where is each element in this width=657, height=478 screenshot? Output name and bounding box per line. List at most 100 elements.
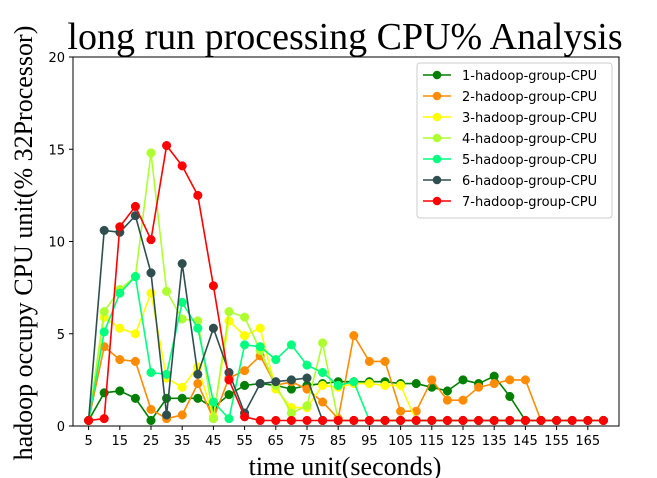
legend-label: 4-hadoop-group-CPU (462, 132, 597, 147)
data-point (99, 225, 109, 235)
data-point (458, 415, 468, 426)
legend-marker (432, 133, 442, 143)
data-point (349, 377, 359, 387)
data-point (177, 410, 187, 420)
data-point (162, 369, 172, 379)
x-tick-label-1: 15 (112, 434, 129, 449)
data-point (177, 382, 187, 392)
x-tick-label-15: 155 (544, 434, 569, 449)
data-point (208, 397, 218, 407)
data-point (489, 415, 499, 426)
data-point (286, 415, 296, 426)
data-point (552, 415, 562, 426)
data-point (396, 415, 406, 426)
x-tick-label-4: 45 (205, 434, 222, 449)
data-point (567, 415, 577, 426)
data-point (177, 393, 187, 403)
legend-item-6: 6-hadoop-group-CPU (423, 174, 597, 189)
data-point (286, 340, 296, 350)
data-point (271, 355, 281, 365)
x-axis-label: time unit(seconds) (249, 452, 442, 478)
series-5 (84, 272, 608, 426)
data-point (99, 327, 109, 337)
data-point (193, 190, 203, 200)
data-point (115, 355, 125, 365)
data-point (240, 340, 250, 350)
legend-label: 6-hadoop-group-CPU (462, 174, 597, 189)
data-point (240, 380, 250, 390)
data-point (333, 380, 343, 390)
data-point (177, 161, 187, 171)
data-point (255, 323, 265, 333)
series-6 (84, 211, 608, 426)
legend-item-1: 1-hadoop-group-CPU (423, 69, 597, 84)
data-point (520, 375, 530, 385)
data-point (458, 395, 468, 405)
data-point (364, 356, 374, 366)
data-point (442, 386, 452, 396)
data-point (271, 377, 281, 387)
legend: 1-hadoop-group-CPU 2-hadoop-group-CPU 3-ha… (416, 62, 613, 219)
data-point (333, 415, 343, 426)
data-point (224, 390, 234, 400)
data-point (458, 375, 468, 385)
series-line-7 (88, 143, 604, 422)
data-point (146, 415, 156, 426)
y-tick-label-4: 20 (48, 51, 65, 66)
data-point (146, 148, 156, 158)
legend-marker (432, 175, 442, 185)
x-tick-label-3: 35 (174, 434, 191, 449)
data-point (442, 395, 452, 405)
data-point (411, 415, 421, 426)
data-point (302, 360, 312, 370)
data-point (130, 272, 140, 282)
x-tick-label-12: 125 (451, 434, 476, 449)
data-point (271, 415, 281, 426)
data-point (474, 415, 484, 426)
x-tick-label-0: 5 (84, 434, 92, 449)
data-point (115, 222, 125, 232)
data-point (318, 415, 328, 426)
legend-label: 2-hadoop-group-CPU (462, 90, 597, 105)
axes: 5 15 25 35 45 55 65 75 85 95 105 115 125 135 145 155 165… (48, 51, 620, 449)
chart-title: long run processing CPU% Analysis (67, 16, 622, 58)
data-point (99, 414, 109, 424)
data-point (99, 307, 109, 317)
legend-marker (432, 91, 442, 101)
data-point (177, 259, 187, 269)
data-point (130, 201, 140, 211)
data-point (286, 375, 296, 385)
data-point (349, 415, 359, 426)
data-point (505, 375, 515, 385)
data-point (364, 415, 374, 426)
x-tick-label-6: 65 (268, 434, 285, 449)
y-tick-label-2: 10 (48, 236, 65, 251)
data-point (302, 415, 312, 426)
data-point (302, 373, 312, 383)
legend-label: 5-hadoop-group-CPU (462, 153, 597, 168)
series-line-1 (87, 375, 604, 422)
legend-label: 3-hadoop-group-CPU (462, 111, 597, 126)
data-point (224, 316, 234, 326)
data-point (598, 415, 608, 426)
x-tick-label-14: 145 (513, 434, 538, 449)
data-point (240, 331, 250, 341)
data-point (84, 415, 94, 426)
data-point (442, 415, 452, 426)
legend-item-2: 2-hadoop-group-CPU (423, 90, 597, 105)
data-point (115, 288, 125, 298)
x-tick-label-13: 135 (482, 434, 507, 449)
y-tick-label-3: 15 (48, 143, 65, 158)
legend-label: 1-hadoop-group-CPU (462, 69, 597, 84)
data-point (146, 404, 156, 414)
data-point (240, 366, 250, 376)
data-point (364, 379, 374, 389)
data-point (224, 375, 234, 385)
legend-item-4: 4-hadoop-group-CPU (423, 132, 597, 147)
data-point (146, 268, 156, 278)
data-point (162, 393, 172, 403)
y-tick-label-1: 5 (57, 328, 65, 343)
data-point (536, 415, 546, 426)
series-lines (84, 141, 608, 426)
